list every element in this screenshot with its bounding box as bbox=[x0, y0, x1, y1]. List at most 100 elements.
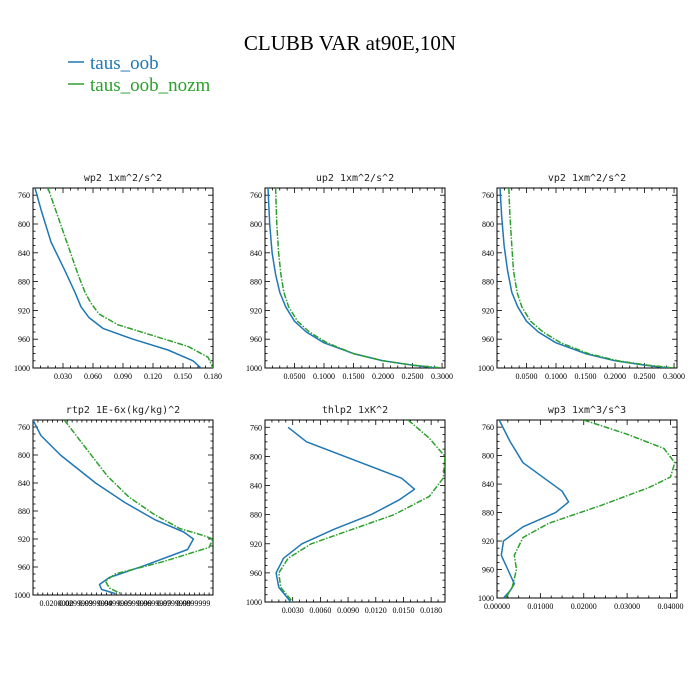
y-tick-label: 960 bbox=[482, 566, 494, 575]
x-tick-label: 0.0090 bbox=[337, 606, 359, 615]
x-tick-label: 0.150 bbox=[174, 372, 192, 381]
legend-label-taus-oob: taus_oob bbox=[90, 53, 159, 74]
x-tick-label: 0.0030 bbox=[282, 606, 304, 615]
x-tick-label: 0.2000 bbox=[604, 372, 626, 381]
x-tick-label: 0.0699999 bbox=[137, 599, 171, 608]
x-tick-label: 0.1000 bbox=[545, 372, 567, 381]
panel-5: thlp2 1xK^2 760 800 840 880 920 960 1000 0.0030 0… bbox=[246, 405, 446, 615]
y-tick-label: 960 bbox=[18, 563, 30, 572]
panel-2: up2 1xm^2/s^2 760 800 840 880 920 960 1000 0.050… bbox=[246, 173, 453, 381]
y-tick-label: 760 bbox=[250, 423, 262, 432]
x-tick-label: 0.0399999 bbox=[79, 599, 113, 608]
x-tick-label: 0.060 bbox=[84, 372, 102, 381]
series-line-taus-oob-nozm bbox=[63, 420, 213, 595]
y-tick-label: 880 bbox=[482, 509, 494, 518]
y-tick-label: 920 bbox=[482, 306, 494, 315]
y-tick-label: 920 bbox=[18, 535, 30, 544]
x-tick-label: 0.02000 bbox=[571, 602, 597, 611]
y-tick-label: 800 bbox=[250, 220, 262, 229]
series-line-taus-oob bbox=[34, 188, 202, 368]
x-tick-label: 0.0299999 bbox=[59, 599, 93, 608]
series-line-taus-oob bbox=[33, 420, 195, 595]
panel-4: rtp2 1E-6x(kg/kg)^2 760 800 840 880 920 960 100… bbox=[14, 405, 214, 608]
y-tick-label: 1000 bbox=[246, 364, 262, 373]
series-line-taus-oob-nozm bbox=[508, 188, 675, 368]
x-tick-label: 0.030 bbox=[54, 372, 72, 381]
y-tick-label: 840 bbox=[18, 479, 30, 488]
y-tick-label: 760 bbox=[18, 191, 30, 200]
y-tick-label: 1000 bbox=[14, 364, 30, 373]
y-tick-label: 1000 bbox=[478, 594, 494, 603]
y-tick-label: 920 bbox=[250, 306, 262, 315]
y-tick-label: 800 bbox=[250, 452, 262, 461]
y-tick-label: 800 bbox=[482, 452, 494, 461]
panels: wp2 1xm^2/s^2 760 800 840 880 920 960 1000 0.030… bbox=[14, 173, 685, 615]
y-tick-label: 800 bbox=[18, 220, 30, 229]
y-tick-label: 840 bbox=[482, 249, 494, 258]
y-tick-label: 840 bbox=[250, 482, 262, 491]
x-tick-label: 0.1000 bbox=[313, 372, 335, 381]
y-tick-label: 920 bbox=[482, 537, 494, 546]
panel-title: wp3 1xm^3/s^3 bbox=[548, 405, 626, 416]
y-tick-label: 960 bbox=[250, 569, 262, 578]
series-line-taus-oob-nozm bbox=[278, 420, 445, 602]
y-tick-label: 1000 bbox=[246, 598, 262, 607]
y-tick-label: 760 bbox=[250, 191, 262, 200]
x-tick-label: 0.0060 bbox=[309, 606, 331, 615]
x-tick-label: 0.00000 bbox=[484, 602, 510, 611]
x-tick-label: 0.2500 bbox=[634, 372, 656, 381]
legend-label-taus-oob-nozm: taus_oob_nozm bbox=[90, 75, 211, 96]
x-tick-label: 0.0899999 bbox=[176, 599, 210, 608]
y-tick-label: 800 bbox=[482, 220, 494, 229]
figure-title: CLUBB VAR at90E,10N bbox=[244, 31, 456, 55]
y-tick-label: 760 bbox=[18, 423, 30, 432]
x-tick-label: 0.0499999 bbox=[98, 599, 132, 608]
y-tick-label: 880 bbox=[18, 507, 30, 516]
series-line-taus-oob-nozm bbox=[47, 188, 213, 368]
x-tick-label: 0.3000 bbox=[431, 372, 453, 381]
x-tick-label: 0.0599999 bbox=[118, 599, 152, 608]
y-tick-label: 840 bbox=[250, 249, 262, 258]
x-tick-label: 0.3000 bbox=[663, 372, 685, 381]
y-tick-label: 880 bbox=[250, 511, 262, 520]
x-tick-label: 0.0500 bbox=[516, 372, 538, 381]
x-tick-label: 0.0200000 bbox=[39, 599, 73, 608]
panel-frame bbox=[496, 187, 678, 369]
panel-frame bbox=[32, 419, 214, 596]
panel-frame bbox=[264, 187, 446, 369]
panel-3: vp2 1xm^2/s^2 760 800 840 880 920 960 1000 0.050… bbox=[478, 173, 685, 381]
x-tick-label: 0.01000 bbox=[527, 602, 553, 611]
series-line-taus-oob-nozm bbox=[274, 188, 443, 368]
x-tick-label: 0.0120 bbox=[365, 606, 387, 615]
x-tick-label: 0.180 bbox=[204, 372, 222, 381]
panel-6: wp3 1xm^3/s^3 760 800 840 880 920 960 10000.000… bbox=[478, 405, 683, 611]
y-tick-label: 960 bbox=[18, 335, 30, 344]
y-tick-label: 920 bbox=[250, 540, 262, 549]
y-tick-label: 840 bbox=[18, 249, 30, 258]
series-line-taus-oob bbox=[498, 420, 570, 598]
series-line-taus-oob bbox=[275, 426, 416, 602]
x-tick-label: 0.0180 bbox=[420, 606, 442, 615]
panel-1: wp2 1xm^2/s^2 760 800 840 880 920 960 1000 0.030… bbox=[14, 173, 222, 381]
y-tick-label: 880 bbox=[18, 278, 30, 287]
x-tick-label: 0.120 bbox=[144, 372, 162, 381]
panel-title: rtp2 1E-6x(kg/kg)^2 bbox=[66, 405, 180, 416]
panel-title: thlp2 1xK^2 bbox=[322, 405, 388, 416]
y-tick-label: 840 bbox=[482, 480, 494, 489]
x-tick-label: 0.1500 bbox=[575, 372, 597, 381]
y-tick-label: 760 bbox=[482, 423, 494, 432]
legend: taus_oob taus_oob_nozm bbox=[68, 53, 211, 96]
panel-title: up2 1xm^2/s^2 bbox=[316, 173, 394, 184]
y-tick-label: 760 bbox=[482, 191, 494, 200]
x-tick-label: 0.2000 bbox=[372, 372, 394, 381]
y-tick-label: 800 bbox=[18, 451, 30, 460]
x-tick-label: 0.1500 bbox=[343, 372, 365, 381]
x-tick-label: 0.0799999 bbox=[157, 599, 191, 608]
y-tick-label: 920 bbox=[18, 306, 30, 315]
y-tick-label: 960 bbox=[250, 335, 262, 344]
x-tick-label: 0.04000 bbox=[657, 602, 683, 611]
x-tick-label: 0.03000 bbox=[614, 602, 640, 611]
series-line-taus-oob-nozm bbox=[505, 420, 676, 598]
x-tick-label: 0.0500 bbox=[284, 372, 306, 381]
